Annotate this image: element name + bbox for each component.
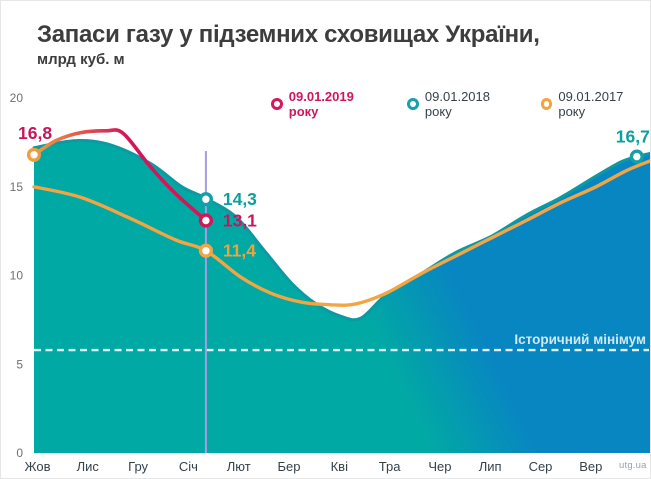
value-label: 16,8 — [18, 123, 52, 143]
x-tick-label: Вер — [579, 459, 602, 474]
y-tick-label: 10 — [10, 269, 24, 283]
value-label: 11,4 — [223, 241, 256, 261]
x-tick-label: Лис — [77, 459, 100, 474]
chart-svg: Історичний мінімум 14,3 16,7 11,4 16,8 13,1 0 5… — [1, 1, 651, 479]
marker-09-01-2018- — [201, 194, 212, 205]
value-label: 14,3 — [223, 189, 257, 209]
marker-09-01-2019- — [201, 215, 212, 226]
x-tick-label: Тра — [379, 459, 401, 474]
y-tick-label: 15 — [10, 180, 24, 194]
marker-09-01-2017- — [201, 245, 212, 256]
marker-09-01-2018- — [631, 151, 642, 162]
x-tick-label: Кві — [331, 459, 348, 474]
x-tick-label: Лип — [479, 459, 502, 474]
x-tick-label: Лют — [227, 459, 251, 474]
x-tick-label: Сер — [529, 459, 553, 474]
y-tick-label: 20 — [10, 91, 24, 105]
x-tick-label: Чер — [428, 459, 451, 474]
x-tick-label: Бер — [278, 459, 301, 474]
x-tick-label: Січ — [179, 459, 198, 474]
value-label: 16,7 — [616, 127, 650, 147]
x-tick-label: Гру — [128, 459, 148, 474]
y-tick-label: 0 — [16, 446, 23, 460]
infographic-canvas: Запаси газу у підземних сховищах України… — [0, 0, 651, 479]
marker-09-01-2019- — [29, 149, 40, 160]
historical-minimum-label: Історичний мінімум — [514, 332, 646, 347]
area-2018 — [34, 141, 651, 453]
value-label: 13,1 — [223, 210, 257, 230]
y-tick-label: 5 — [16, 357, 23, 371]
x-tick-label: Жов — [25, 459, 51, 474]
watermark: utg.ua — [619, 460, 647, 471]
